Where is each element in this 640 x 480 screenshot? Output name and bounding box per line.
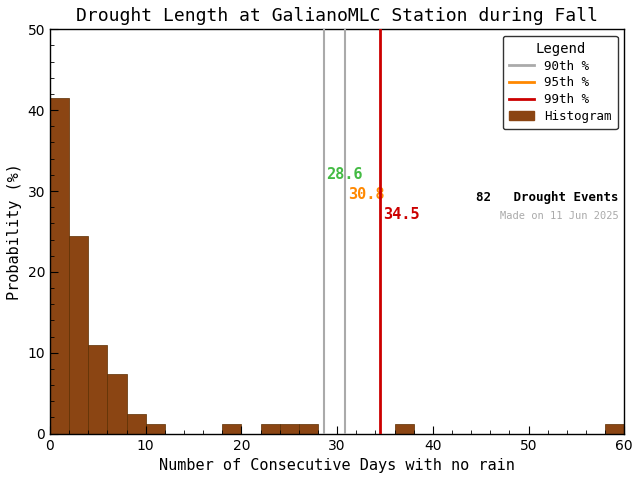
- Bar: [50, 98, 69, 433]
- Bar: [108, 374, 127, 433]
- Text: 82   Drought Events: 82 Drought Events: [476, 191, 618, 204]
- Text: 34.5: 34.5: [383, 207, 420, 222]
- Text: Made on 11 Jun 2025: Made on 11 Jun 2025: [500, 211, 618, 221]
- Legend: 90th %, 95th %, 99th %, Histogram: 90th %, 95th %, 99th %, Histogram: [503, 36, 618, 129]
- Text: 28.6: 28.6: [326, 167, 363, 182]
- Bar: [146, 424, 165, 433]
- Bar: [299, 424, 318, 433]
- Bar: [280, 424, 299, 433]
- Text: 30.8: 30.8: [348, 187, 384, 202]
- Bar: [88, 345, 108, 433]
- Title: Drought Length at GalianoMLC Station during Fall: Drought Length at GalianoMLC Station dur…: [76, 7, 598, 25]
- Bar: [260, 424, 280, 433]
- Bar: [127, 414, 146, 433]
- Y-axis label: Probability (%): Probability (%): [7, 163, 22, 300]
- Bar: [69, 236, 88, 433]
- Bar: [605, 424, 624, 433]
- X-axis label: Number of Consecutive Days with no rain: Number of Consecutive Days with no rain: [159, 458, 515, 473]
- Bar: [222, 424, 241, 433]
- Bar: [394, 424, 413, 433]
